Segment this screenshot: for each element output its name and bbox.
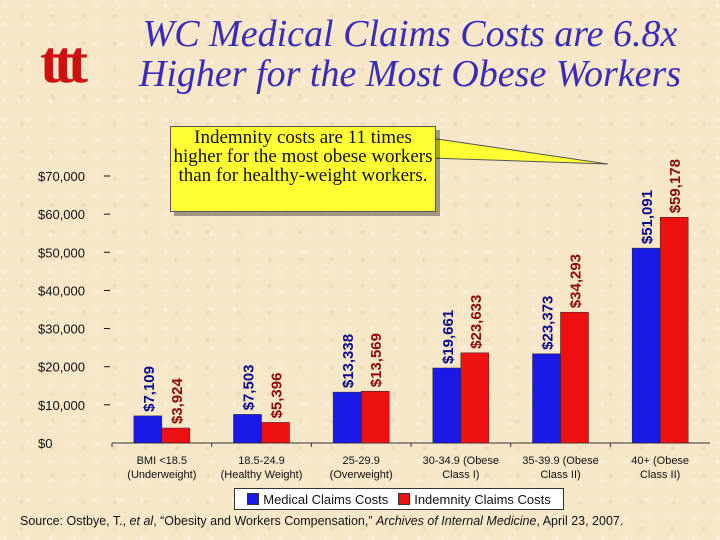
x-tick-label: 18.5-24.9 xyxy=(238,455,284,467)
bar-indemnity xyxy=(460,352,490,444)
data-label: $7,503 xyxy=(241,364,258,410)
x-tick-label: BMI <18.5 xyxy=(137,455,187,467)
source-etal: et al xyxy=(129,514,154,528)
x-tick-label: Class II) xyxy=(640,469,680,481)
x-tick-label: 35-39.9 (Obese xyxy=(522,455,598,467)
legend-label-medical: Medical Claims Costs xyxy=(263,491,389,507)
data-label: $51,091 xyxy=(639,190,656,244)
source-journal: Archives of Internal Medicine xyxy=(375,514,537,528)
y-tick-label: $70,000 xyxy=(38,169,85,184)
bar-medical xyxy=(532,353,561,444)
data-label: $5,396 xyxy=(269,373,286,419)
title-line-1: WC Medical Claims Costs are 6.8x xyxy=(142,13,678,55)
legend-item-indemnity: Indemnity Claims Costs xyxy=(398,492,551,507)
y-tick-label: $10,000 xyxy=(38,398,85,413)
data-label: $13,338 xyxy=(340,334,357,388)
source-prefix: Source: Ostbye, T., xyxy=(20,514,130,528)
x-tick-label: 25-29.9 xyxy=(343,455,380,467)
legend-label-indemnity: Indemnity Claims Costs xyxy=(414,491,551,507)
x-tick-label: 40+ (Obese xyxy=(631,455,689,467)
callout-pointer xyxy=(429,137,609,165)
y-tick-label: $50,000 xyxy=(38,245,85,260)
data-label: $59,178 xyxy=(667,159,684,213)
legend: Medical Claims Costs Indemnity Claims Co… xyxy=(234,488,564,510)
legend-swatch-indemnity xyxy=(398,493,411,505)
bar-medical xyxy=(133,415,163,444)
legend-item-medical: Medical Claims Costs xyxy=(247,492,388,507)
data-label: $23,633 xyxy=(468,295,485,349)
x-tick-label: (Underweight) xyxy=(127,469,196,481)
logo: ttt xyxy=(40,36,94,88)
y-tick-label: $60,000 xyxy=(38,207,85,222)
y-tick-label: $40,000 xyxy=(38,283,85,298)
x-tick-label: 30-34.9 (Obese xyxy=(423,455,499,467)
bar-indemnity xyxy=(560,311,589,444)
bar-medical xyxy=(233,414,262,444)
bar-medical xyxy=(432,367,462,444)
y-tick-label: $20,000 xyxy=(38,360,85,375)
bar-indemnity xyxy=(161,427,191,444)
x-tick-label: (Overweight) xyxy=(330,469,393,481)
source-middle: , “Obesity and Workers Compensation,” xyxy=(153,514,376,528)
bar-indemnity xyxy=(261,422,290,444)
callout-box: Indemnity costs are 11 times higher for … xyxy=(170,126,436,212)
data-label: $23,373 xyxy=(540,296,557,350)
bar-indemnity xyxy=(659,217,689,444)
page-title: WC Medical Claims Costs are 6.8x Higher … xyxy=(110,14,710,94)
legend-swatch-medical xyxy=(247,493,260,505)
bar-medical xyxy=(332,391,362,444)
data-label: $7,109 xyxy=(141,366,158,412)
data-label: $13,569 xyxy=(368,333,385,387)
bar-medical xyxy=(631,247,661,444)
x-tick-label: Class II) xyxy=(540,469,580,481)
y-tick-label: $30,000 xyxy=(38,322,85,337)
data-label: $19,661 xyxy=(440,310,457,364)
source-suffix: , April 23, 2007. xyxy=(536,514,624,528)
x-tick-label: Class I) xyxy=(442,469,479,481)
source-citation: Source: Ostbye, T., et al, “Obesity and … xyxy=(20,514,710,528)
bar-indemnity xyxy=(360,390,390,444)
data-label: $34,293 xyxy=(568,254,585,308)
data-label: $3,924 xyxy=(169,377,186,424)
title-line-2: Higher for the Most Obese Workers xyxy=(138,53,682,95)
x-tick-label: (Healthy Weight) xyxy=(221,469,303,481)
y-tick-label: $0 xyxy=(38,436,52,451)
